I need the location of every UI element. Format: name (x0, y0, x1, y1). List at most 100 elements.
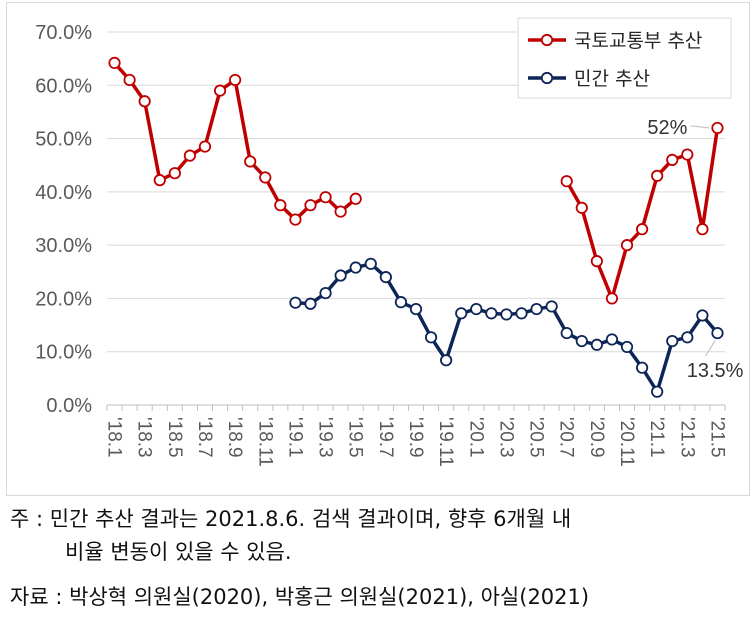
data-point-ministry (711, 121, 724, 135)
data-point-private (560, 326, 573, 340)
data-point-private (620, 340, 634, 354)
annotation-label: 52% (647, 117, 687, 139)
x-tick-label: '20.5 (526, 417, 547, 458)
data-point-private (545, 300, 558, 313)
data-point-private (289, 296, 302, 309)
footnote-line-1: 주 : 민간 추산 결과는 2021.8.6. 검색 결과이며, 향후 6개월 … (10, 507, 572, 531)
x-tick-label: '18.5 (164, 417, 185, 458)
y-tick-label: 50.0% (35, 129, 92, 151)
data-point-ministry (681, 148, 694, 161)
series-line-ministry (113, 61, 357, 222)
x-tick-label: '18.1 (104, 417, 125, 458)
data-point-private (711, 326, 724, 340)
y-tick-label: 0.0% (46, 395, 92, 417)
data-point-ministry (590, 255, 603, 268)
series-line-ministry (565, 127, 720, 301)
data-point-ministry (319, 191, 332, 204)
data-point-ministry (274, 199, 287, 212)
data-point-ministry (349, 192, 362, 205)
data-point-ministry (334, 205, 347, 218)
data-point-private (590, 338, 603, 351)
x-tick-label: '19.1 (284, 417, 305, 458)
data-point-private (379, 271, 392, 284)
data-point-private (455, 307, 468, 320)
y-tick-label: 40.0% (35, 182, 92, 204)
footnote-line-2: 비율 변동이 있을 수 있음. (65, 540, 292, 564)
y-tick-label: 30.0% (35, 235, 92, 257)
data-point-ministry (123, 73, 136, 87)
annotation-leader (705, 339, 716, 357)
data-point-private (304, 297, 317, 310)
data-point-ministry (696, 223, 709, 236)
data-point-private (409, 302, 423, 316)
data-point-ministry (620, 239, 634, 252)
legend-box (517, 17, 732, 99)
legend-swatch-marker (540, 71, 554, 85)
data-point-ministry (108, 56, 121, 70)
y-tick-label: 70.0% (35, 22, 92, 44)
y-tick-label: 20.0% (35, 288, 92, 310)
x-tick-label: '18.3 (134, 417, 155, 458)
data-point-private (635, 361, 649, 374)
legend-label: 민간 추산 (574, 68, 650, 90)
x-tick-label: '18.11 (254, 417, 275, 467)
data-point-private (696, 309, 709, 322)
chart-frame: 0.0% 10.0% 20.0% 30.0% 40.0% 50.0% 60.0% 70.0% '… (6, 2, 750, 496)
data-point-private (349, 261, 362, 274)
series-line-private (295, 262, 719, 394)
x-tick-label: '19.9 (405, 417, 426, 458)
data-point-private (440, 354, 453, 367)
data-point-ministry (213, 84, 227, 97)
x-tick-label: '18.9 (224, 417, 245, 458)
data-point-ministry (289, 213, 302, 226)
data-point-private (485, 307, 498, 320)
line-chart: 0.0% 10.0% 20.0% 30.0% 40.0% 50.0% 60.0% 70.0% '… (35, 17, 744, 467)
x-tick-label: '19.11 (435, 417, 456, 467)
x-tick-label: '19.5 (345, 417, 366, 458)
y-tick-label: 60.0% (35, 75, 92, 97)
data-point-ministry (304, 199, 317, 212)
data-point-private (575, 334, 588, 348)
data-point-private (666, 334, 679, 348)
x-tick-label: '21.3 (676, 417, 697, 458)
x-tick-label: '18.7 (194, 417, 215, 458)
data-point-private (605, 333, 619, 346)
x-tick-label: '21.1 (646, 417, 667, 458)
data-point-ministry (168, 167, 181, 180)
legend-label: 국토교통부 추산 (574, 30, 702, 52)
data-point-private (364, 257, 377, 270)
annotation-label: 13.5% (687, 360, 744, 382)
data-point-ministry (560, 175, 573, 188)
data-point-private (651, 385, 664, 398)
data-point-ministry (651, 169, 664, 182)
data-point-ministry (259, 171, 272, 184)
source-note: 자료 : 박상혁 의원실(2020), 박홍근 의원실(2021), 아실(20… (10, 585, 590, 609)
x-tick-label: '19.3 (315, 417, 336, 458)
x-tick-label: '20.9 (586, 417, 607, 458)
data-point-ministry (575, 201, 588, 214)
data-point-private (681, 331, 694, 344)
data-point-ministry (138, 95, 151, 108)
data-point-ministry (605, 292, 619, 305)
data-point-private (530, 302, 543, 316)
data-point-ministry (666, 153, 679, 166)
x-tick-label: '20.3 (495, 417, 516, 458)
legend-swatch-marker (540, 33, 554, 47)
data-point-private (334, 269, 347, 282)
data-point-private (424, 331, 438, 344)
annotation-leader (690, 125, 710, 129)
data-point-ministry (198, 140, 212, 153)
x-tick-label: '19.7 (375, 417, 396, 458)
data-point-ministry (229, 73, 242, 87)
data-point-private (515, 307, 528, 320)
y-tick-label: 10.0% (35, 342, 92, 364)
x-tick-label: '20.7 (556, 417, 577, 458)
data-point-private (394, 296, 408, 309)
data-point-ministry (183, 149, 197, 162)
data-point-ministry (635, 223, 649, 236)
x-tick-label: '20.1 (465, 417, 486, 458)
data-point-private (470, 302, 483, 316)
data-point-ministry (153, 174, 166, 187)
data-point-private (319, 286, 332, 300)
x-tick-label: '20.11 (616, 417, 637, 467)
